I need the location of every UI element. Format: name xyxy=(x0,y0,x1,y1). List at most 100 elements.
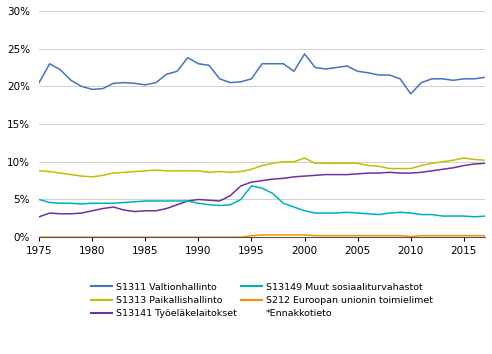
S1313 Paikallishallinto xyxy=(248,167,254,171)
S212 Euroopan unionin toimielimet xyxy=(418,234,424,238)
S1311 Valtionhallinto xyxy=(195,62,201,66)
S13141 Työeläkelaitokset xyxy=(142,209,148,213)
S13141 Työeläkelaitokset xyxy=(312,173,318,177)
S13141 Työeläkelaitokset xyxy=(280,176,286,181)
S1313 Paikallishallinto xyxy=(418,164,424,168)
S13149 Muut sosiaaliturvahastot xyxy=(280,201,286,205)
S212 Euroopan unionin toimielimet xyxy=(68,235,74,239)
S1313 Paikallishallinto xyxy=(471,158,477,162)
S1311 Valtionhallinto xyxy=(482,75,488,79)
S1313 Paikallishallinto xyxy=(323,161,329,165)
S212 Euroopan unionin toimielimet xyxy=(450,234,456,238)
Line: S1313 Paikallishallinto: S1313 Paikallishallinto xyxy=(39,158,485,177)
S1311 Valtionhallinto xyxy=(418,80,424,85)
S13149 Muut sosiaaliturvahastot xyxy=(270,191,276,195)
S212 Euroopan unionin toimielimet xyxy=(429,234,435,238)
S13149 Muut sosiaaliturvahastot xyxy=(132,200,138,204)
S1311 Valtionhallinto xyxy=(58,68,63,72)
S212 Euroopan unionin toimielimet xyxy=(36,235,42,239)
S13141 Työeläkelaitokset xyxy=(227,194,233,198)
S1313 Paikallishallinto xyxy=(36,169,42,173)
S13149 Muut sosiaaliturvahastot xyxy=(68,201,74,205)
S1313 Paikallishallinto xyxy=(68,172,74,177)
S212 Euroopan unionin toimielimet xyxy=(259,233,265,237)
S1311 Valtionhallinto xyxy=(376,73,382,77)
S13141 Työeläkelaitokset xyxy=(408,171,414,175)
S1313 Paikallishallinto xyxy=(312,161,318,165)
S13149 Muut sosiaaliturvahastot xyxy=(387,211,393,215)
S13141 Työeläkelaitokset xyxy=(355,172,361,176)
S1311 Valtionhallinto xyxy=(323,67,329,71)
S13149 Muut sosiaaliturvahastot xyxy=(397,210,403,215)
S1311 Valtionhallinto xyxy=(142,83,148,87)
S212 Euroopan unionin toimielimet xyxy=(111,235,117,239)
S13141 Työeläkelaitokset xyxy=(259,178,265,183)
S1311 Valtionhallinto xyxy=(100,86,106,91)
S1311 Valtionhallinto xyxy=(248,77,254,81)
Legend: S1311 Valtionhallinto, S1313 Paikallishallinto, S13141 Työeläkelaitokset, S13149: S1311 Valtionhallinto, S1313 Paikallisha… xyxy=(91,282,433,318)
S212 Euroopan unionin toimielimet xyxy=(323,234,329,238)
S1311 Valtionhallinto xyxy=(387,73,393,77)
S13141 Työeläkelaitokset xyxy=(206,198,212,202)
S212 Euroopan unionin toimielimet xyxy=(471,234,477,238)
S13149 Muut sosiaaliturvahastot xyxy=(174,199,180,203)
S13149 Muut sosiaaliturvahastot xyxy=(163,199,169,203)
S13141 Työeläkelaitokset xyxy=(68,212,74,216)
S13141 Työeläkelaitokset xyxy=(461,164,467,168)
S1311 Valtionhallinto xyxy=(312,65,318,70)
S13141 Työeläkelaitokset xyxy=(471,162,477,166)
S212 Euroopan unionin toimielimet xyxy=(216,235,222,239)
S1313 Paikallishallinto xyxy=(387,166,393,171)
S13141 Työeläkelaitokset xyxy=(270,177,276,181)
S212 Euroopan unionin toimielimet xyxy=(100,235,106,239)
S13141 Työeläkelaitokset xyxy=(195,197,201,201)
S1313 Paikallishallinto xyxy=(376,164,382,169)
S1313 Paikallishallinto xyxy=(195,169,201,173)
S13141 Työeläkelaitokset xyxy=(174,202,180,207)
S1313 Paikallishallinto xyxy=(365,164,371,168)
S1313 Paikallishallinto xyxy=(121,170,127,175)
S1311 Valtionhallinto xyxy=(302,52,308,56)
S13149 Muut sosiaaliturvahastot xyxy=(248,184,254,188)
S13149 Muut sosiaaliturvahastot xyxy=(216,204,222,208)
S1311 Valtionhallinto xyxy=(344,64,350,68)
S13149 Muut sosiaaliturvahastot xyxy=(142,199,148,203)
S1313 Paikallishallinto xyxy=(238,170,244,174)
S1313 Paikallishallinto xyxy=(185,169,191,173)
S212 Euroopan unionin toimielimet xyxy=(132,235,138,239)
S13149 Muut sosiaaliturvahastot xyxy=(291,205,297,209)
S1313 Paikallishallinto xyxy=(132,170,138,174)
S1311 Valtionhallinto xyxy=(153,80,159,85)
S13149 Muut sosiaaliturvahastot xyxy=(153,199,159,203)
S1311 Valtionhallinto xyxy=(216,77,222,81)
S13141 Työeläkelaitokset xyxy=(163,206,169,211)
S13149 Muut sosiaaliturvahastot xyxy=(195,201,201,205)
S1313 Paikallishallinto xyxy=(450,158,456,162)
S13149 Muut sosiaaliturvahastot xyxy=(47,200,53,205)
S1311 Valtionhallinto xyxy=(365,71,371,75)
S212 Euroopan unionin toimielimet xyxy=(355,234,361,238)
S13149 Muut sosiaaliturvahastot xyxy=(36,197,42,201)
S1313 Paikallishallinto xyxy=(216,170,222,174)
S13149 Muut sosiaaliturvahastot xyxy=(408,211,414,215)
S212 Euroopan unionin toimielimet xyxy=(195,235,201,239)
S1311 Valtionhallinto xyxy=(163,72,169,76)
S1313 Paikallishallinto xyxy=(291,160,297,164)
S1311 Valtionhallinto xyxy=(291,69,297,73)
S1311 Valtionhallinto xyxy=(227,80,233,85)
S13149 Muut sosiaaliturvahastot xyxy=(450,214,456,218)
S13149 Muut sosiaaliturvahastot xyxy=(259,186,265,190)
S1313 Paikallishallinto xyxy=(142,169,148,173)
S212 Euroopan unionin toimielimet xyxy=(291,233,297,237)
S212 Euroopan unionin toimielimet xyxy=(142,235,148,239)
S1313 Paikallishallinto xyxy=(429,161,435,165)
S1311 Valtionhallinto xyxy=(280,62,286,66)
S212 Euroopan unionin toimielimet xyxy=(482,234,488,238)
S1313 Paikallishallinto xyxy=(47,170,53,174)
S212 Euroopan unionin toimielimet xyxy=(440,234,446,238)
S1313 Paikallishallinto xyxy=(79,174,85,178)
S1311 Valtionhallinto xyxy=(450,78,456,82)
S212 Euroopan unionin toimielimet xyxy=(280,233,286,237)
S212 Euroopan unionin toimielimet xyxy=(58,235,63,239)
S13149 Muut sosiaaliturvahastot xyxy=(323,211,329,215)
